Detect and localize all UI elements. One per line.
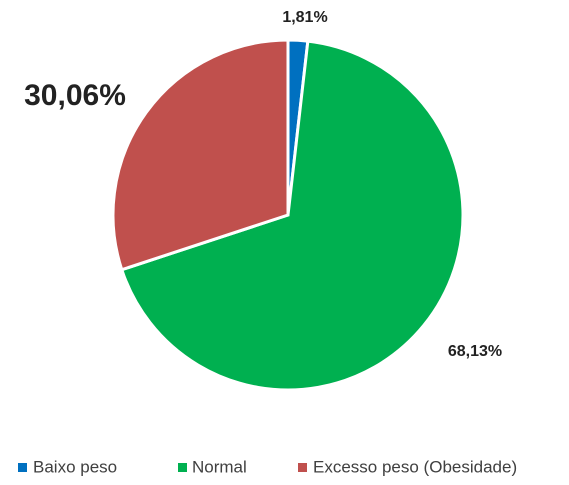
pie-slice	[119, 39, 465, 392]
legend-swatch	[178, 463, 187, 472]
data-label: 68,13%	[448, 343, 502, 360]
legend-label: Normal	[192, 457, 247, 476]
data-label: 30,06%	[24, 79, 126, 112]
legend-label: Baixo peso	[33, 457, 117, 476]
legend-swatch	[298, 463, 307, 472]
data-label: 1,81%	[282, 9, 327, 26]
legend-swatch	[18, 463, 27, 472]
legend-label: Excesso peso (Obesidade)	[313, 457, 517, 476]
pie-slice	[111, 38, 290, 272]
